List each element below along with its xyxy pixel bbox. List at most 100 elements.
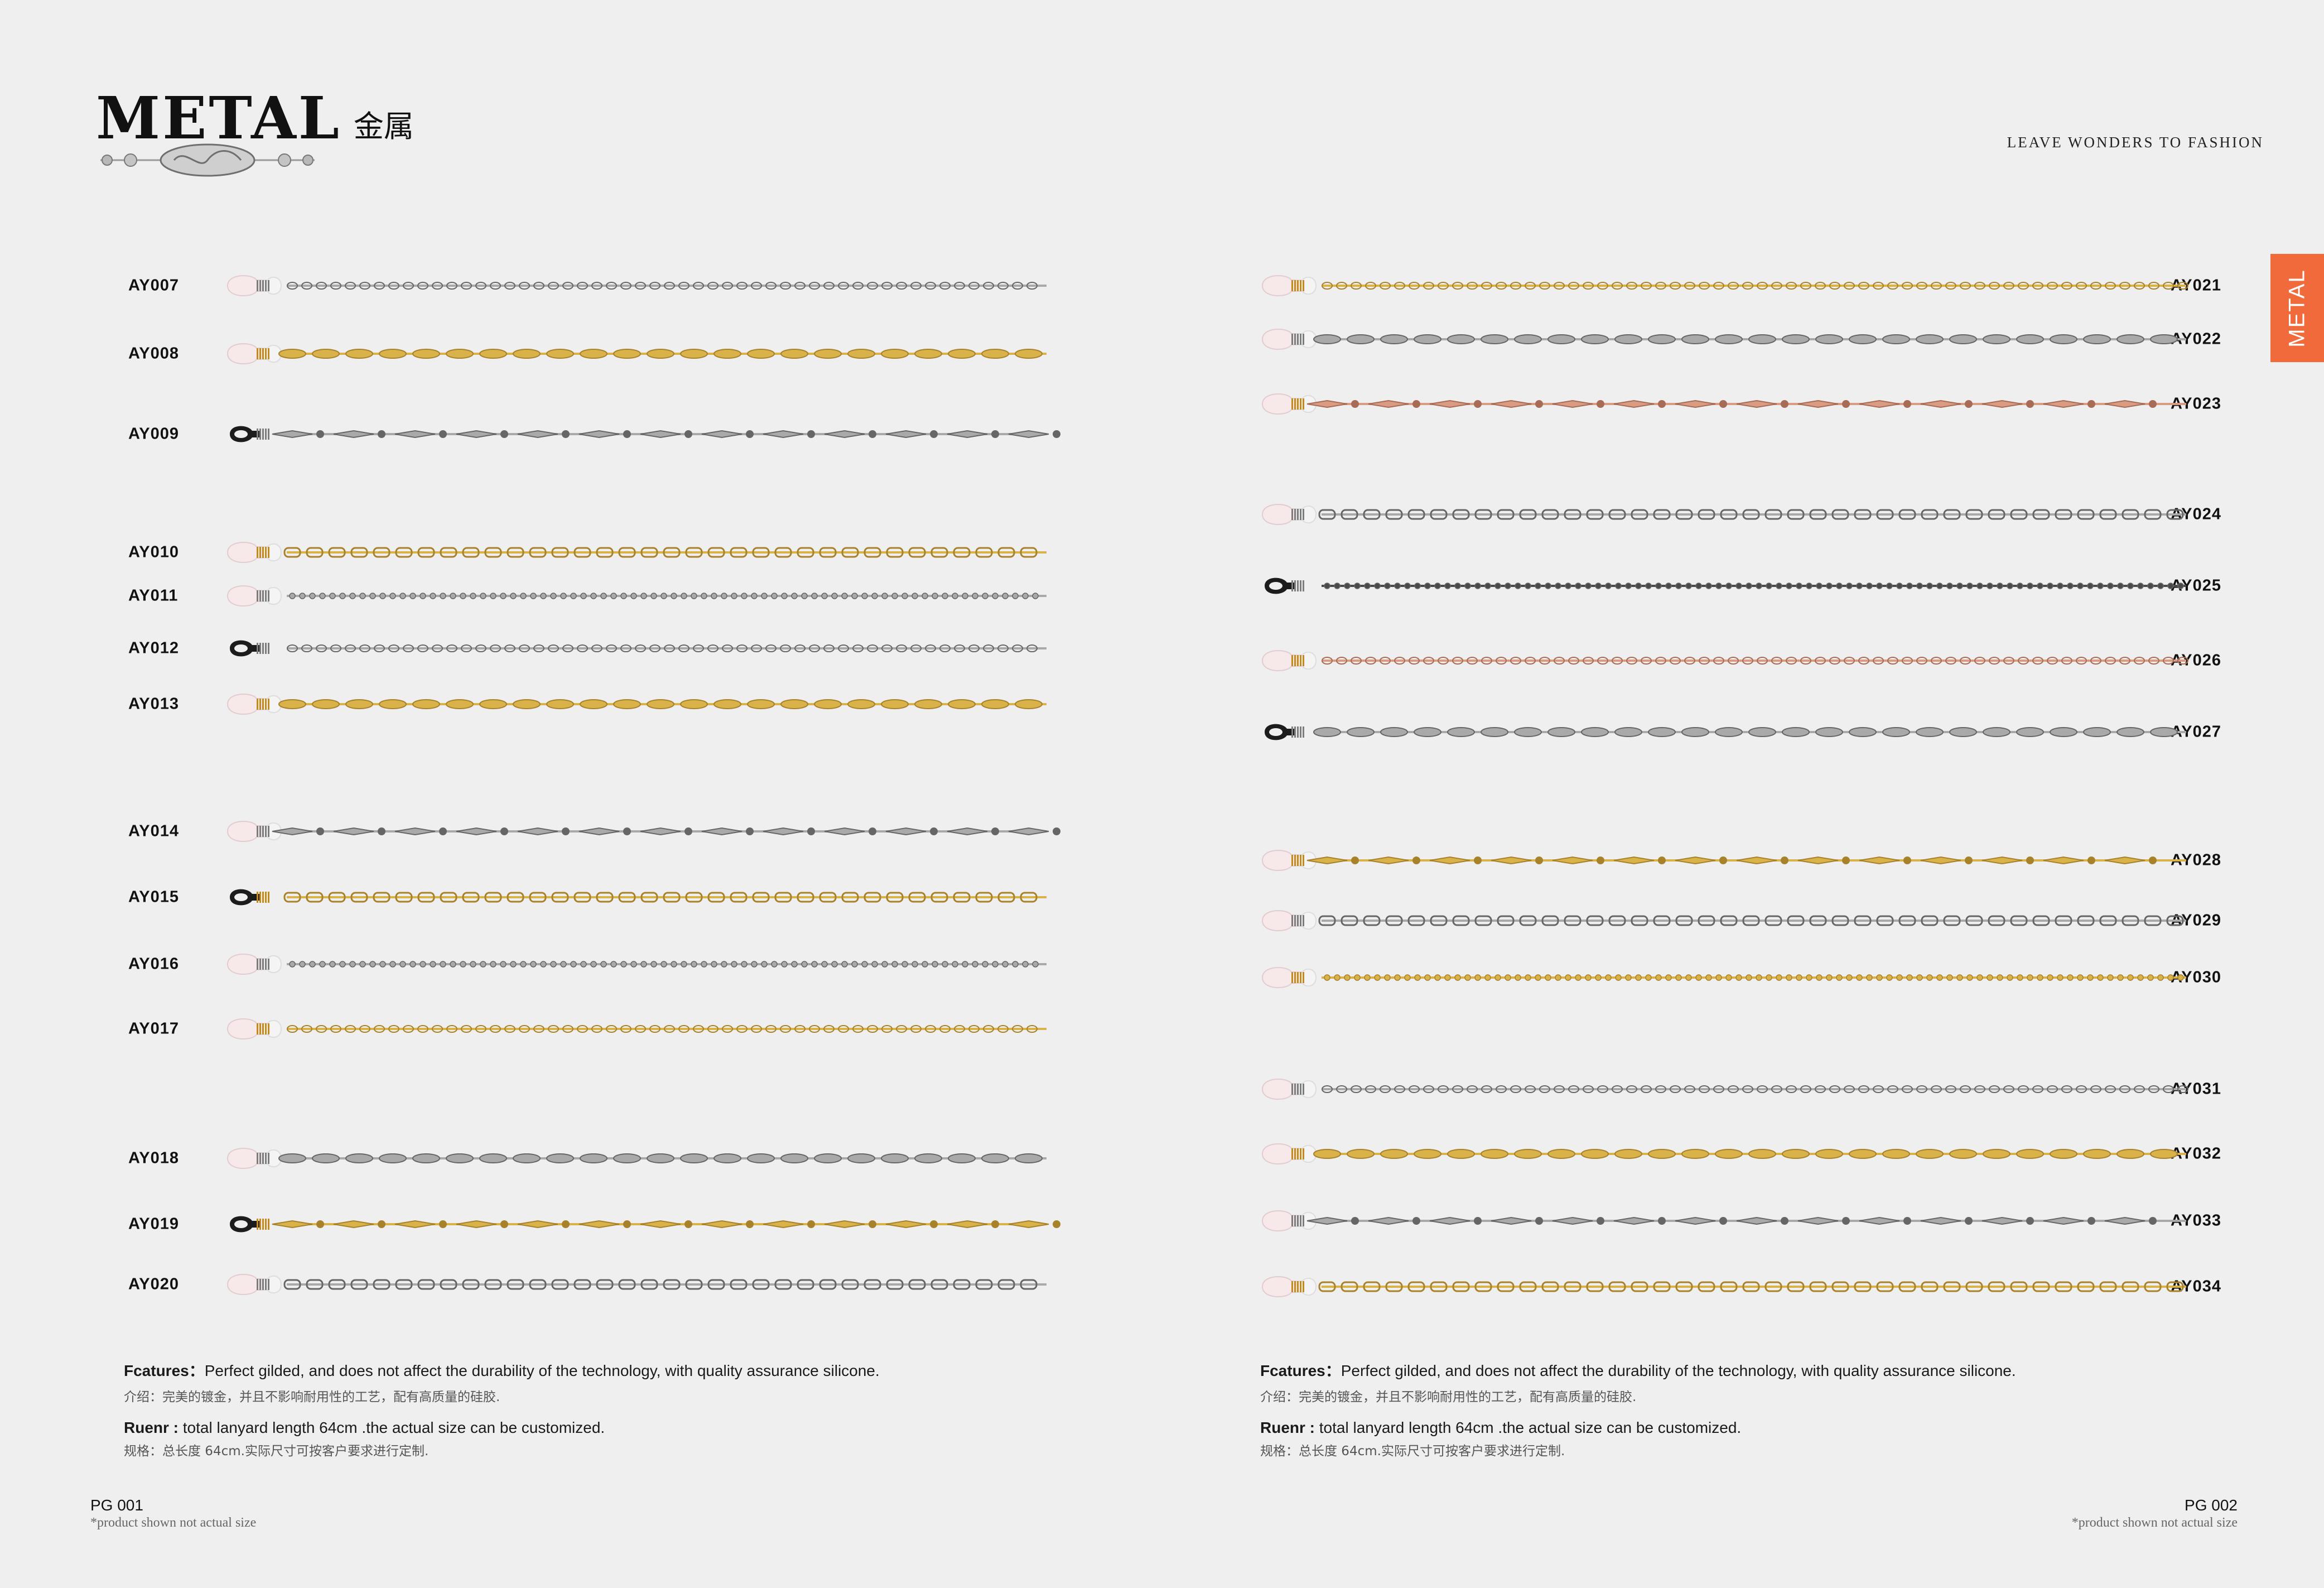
- title-english: METAL: [96, 84, 341, 152]
- product-row: AY029: [1162, 904, 2278, 937]
- product-row: AY009: [0, 417, 1060, 451]
- spec-text-zh: 规格：总长度 64cm.实际尺寸可按客户要求进行定制.: [124, 1444, 429, 1459]
- chain-image: [1261, 1210, 2186, 1232]
- section-tab-metal: METAL: [2270, 254, 2324, 362]
- chain-image: [1261, 1143, 2186, 1165]
- product-row: AY022: [1162, 323, 2278, 356]
- spec-label: Ruenr :: [1260, 1418, 1315, 1436]
- page-number-right: PG 002: [2185, 1496, 2238, 1514]
- product-row: AY027: [1162, 715, 2278, 749]
- features-label: Fcatures: [124, 1362, 189, 1379]
- product-row: AY011: [0, 579, 1060, 613]
- product-row: AY034: [1162, 1270, 2278, 1303]
- chain-image: [226, 820, 1060, 843]
- size-disclaimer-right: *product shown not actual size: [2071, 1515, 2238, 1530]
- product-row: AY008: [0, 337, 1060, 370]
- product-row: AY031: [1162, 1072, 2278, 1106]
- product-row: AY007: [0, 269, 1060, 302]
- product-row: AY032: [1162, 1137, 2278, 1171]
- product-code: AY019: [128, 1215, 180, 1233]
- product-row: AY026: [1162, 644, 2278, 677]
- decorative-bead-ornament-icon: [96, 142, 319, 181]
- product-code: AY008: [128, 344, 180, 363]
- product-row: AY033: [1162, 1204, 2278, 1238]
- page-number-left: PG 001: [90, 1496, 143, 1514]
- product-code: AY020: [128, 1275, 180, 1293]
- spec-line: Ruenr : total lanyard length 64cm .the a…: [124, 1418, 1184, 1437]
- product-row: AY010: [0, 536, 1060, 569]
- features-text: Perfect gilded, and does not affect the …: [204, 1362, 880, 1379]
- product-code: AY014: [128, 822, 180, 840]
- spec-line: Ruenr : total lanyard length 64cm .the a…: [1260, 1418, 2320, 1437]
- chain-image: [1261, 1078, 2188, 1100]
- chain-image: [226, 343, 1047, 365]
- chain-image: [226, 1273, 1047, 1296]
- title-chinese: 金属: [353, 109, 414, 144]
- features-text-zh: 介绍：完美的镀金，并且不影响耐用性的工艺，配有高质量的硅胶.: [124, 1389, 500, 1404]
- chain-image: [230, 426, 1060, 442]
- features-line: Fcatures：Perfect gilded, and does not af…: [1260, 1361, 2320, 1380]
- chain-image: [1261, 328, 2186, 350]
- product-row: AY028: [1162, 844, 2278, 877]
- features-line: Fcatures：Perfect gilded, and does not af…: [124, 1361, 1184, 1380]
- product-row: AY017: [0, 1012, 1060, 1046]
- product-row: AY018: [0, 1142, 1060, 1175]
- chain-image: [226, 541, 1047, 564]
- spec-text-zh: 规格：总长度 64cm.实际尺寸可按客户要求进行定制.: [1260, 1444, 1565, 1459]
- chain-image: [1261, 503, 2186, 526]
- features-text: Perfect gilded, and does not affect the …: [1341, 1362, 2016, 1379]
- features-block-right: Fcatures：Perfect gilded, and does not af…: [1260, 1361, 2320, 1459]
- features-separator: ：: [1325, 1362, 1341, 1379]
- product-row: AY015: [0, 880, 1060, 914]
- spec-label: Ruenr :: [124, 1418, 179, 1436]
- product-row: AY021: [1162, 269, 2278, 302]
- product-row: AY013: [0, 687, 1060, 721]
- product-row: AY025: [1162, 569, 2278, 603]
- chain-image: [1261, 649, 2188, 672]
- product-code: AY013: [128, 695, 180, 713]
- product-code: AY018: [128, 1149, 180, 1167]
- product-code: AY007: [128, 276, 180, 295]
- chain-image: [230, 889, 1047, 906]
- features-label: Fcatures: [1260, 1362, 1325, 1379]
- features-text-zh: 介绍：完美的镀金，并且不影响耐用性的工艺，配有高质量的硅胶.: [1260, 1389, 1637, 1404]
- catalog-page-left: METAL 金属 AY007 AY008 AY009 AY010 AY011 AY012 AY…: [0, 84, 1060, 1530]
- product-row: AY030: [1162, 961, 2278, 994]
- chain-image: [1261, 393, 2186, 415]
- page-title: METAL 金属: [96, 84, 414, 152]
- chain-image: [1265, 724, 2186, 740]
- chain-image: [226, 693, 1047, 715]
- product-code: AY011: [128, 586, 179, 605]
- product-code: AY015: [128, 888, 180, 906]
- product-code: AY009: [128, 425, 180, 443]
- chain-image: [1261, 275, 2188, 297]
- product-row: AY019: [0, 1207, 1060, 1241]
- catalog-page-right: LEAVE WONDERS TO FASHION METAL AY021 AY02…: [1162, 0, 2324, 1588]
- features-block-left: Fcatures：Perfect gilded, and does not af…: [124, 1361, 1184, 1459]
- chain-image: [226, 953, 1047, 975]
- chain-image: [226, 585, 1047, 607]
- chain-image: [230, 640, 1047, 657]
- chain-image: [1265, 578, 2186, 594]
- product-code: AY010: [128, 543, 180, 561]
- product-code: AY016: [128, 955, 180, 973]
- chain-image: [1261, 849, 2186, 872]
- section-tab-label: METAL: [2284, 268, 2309, 348]
- product-row: AY024: [1162, 498, 2278, 531]
- product-row: AY020: [0, 1268, 1060, 1301]
- size-disclaimer-left: *product shown not actual size: [90, 1515, 257, 1530]
- chain-image: [226, 1018, 1047, 1040]
- chain-image: [230, 1216, 1060, 1233]
- features-separator: ：: [189, 1362, 205, 1379]
- product-row: AY023: [1162, 387, 2278, 421]
- chain-image: [1261, 910, 2186, 932]
- spec-text: total lanyard length 64cm .the actual si…: [179, 1418, 605, 1436]
- product-row: AY014: [0, 815, 1060, 848]
- chain-image: [1261, 966, 2186, 989]
- chain-image: [1261, 1276, 2186, 1298]
- product-code: AY017: [128, 1019, 180, 1038]
- product-code: AY012: [128, 639, 180, 657]
- chain-image: [226, 1147, 1047, 1170]
- chain-image: [226, 275, 1047, 297]
- spec-text: total lanyard length 64cm .the actual si…: [1315, 1418, 1742, 1436]
